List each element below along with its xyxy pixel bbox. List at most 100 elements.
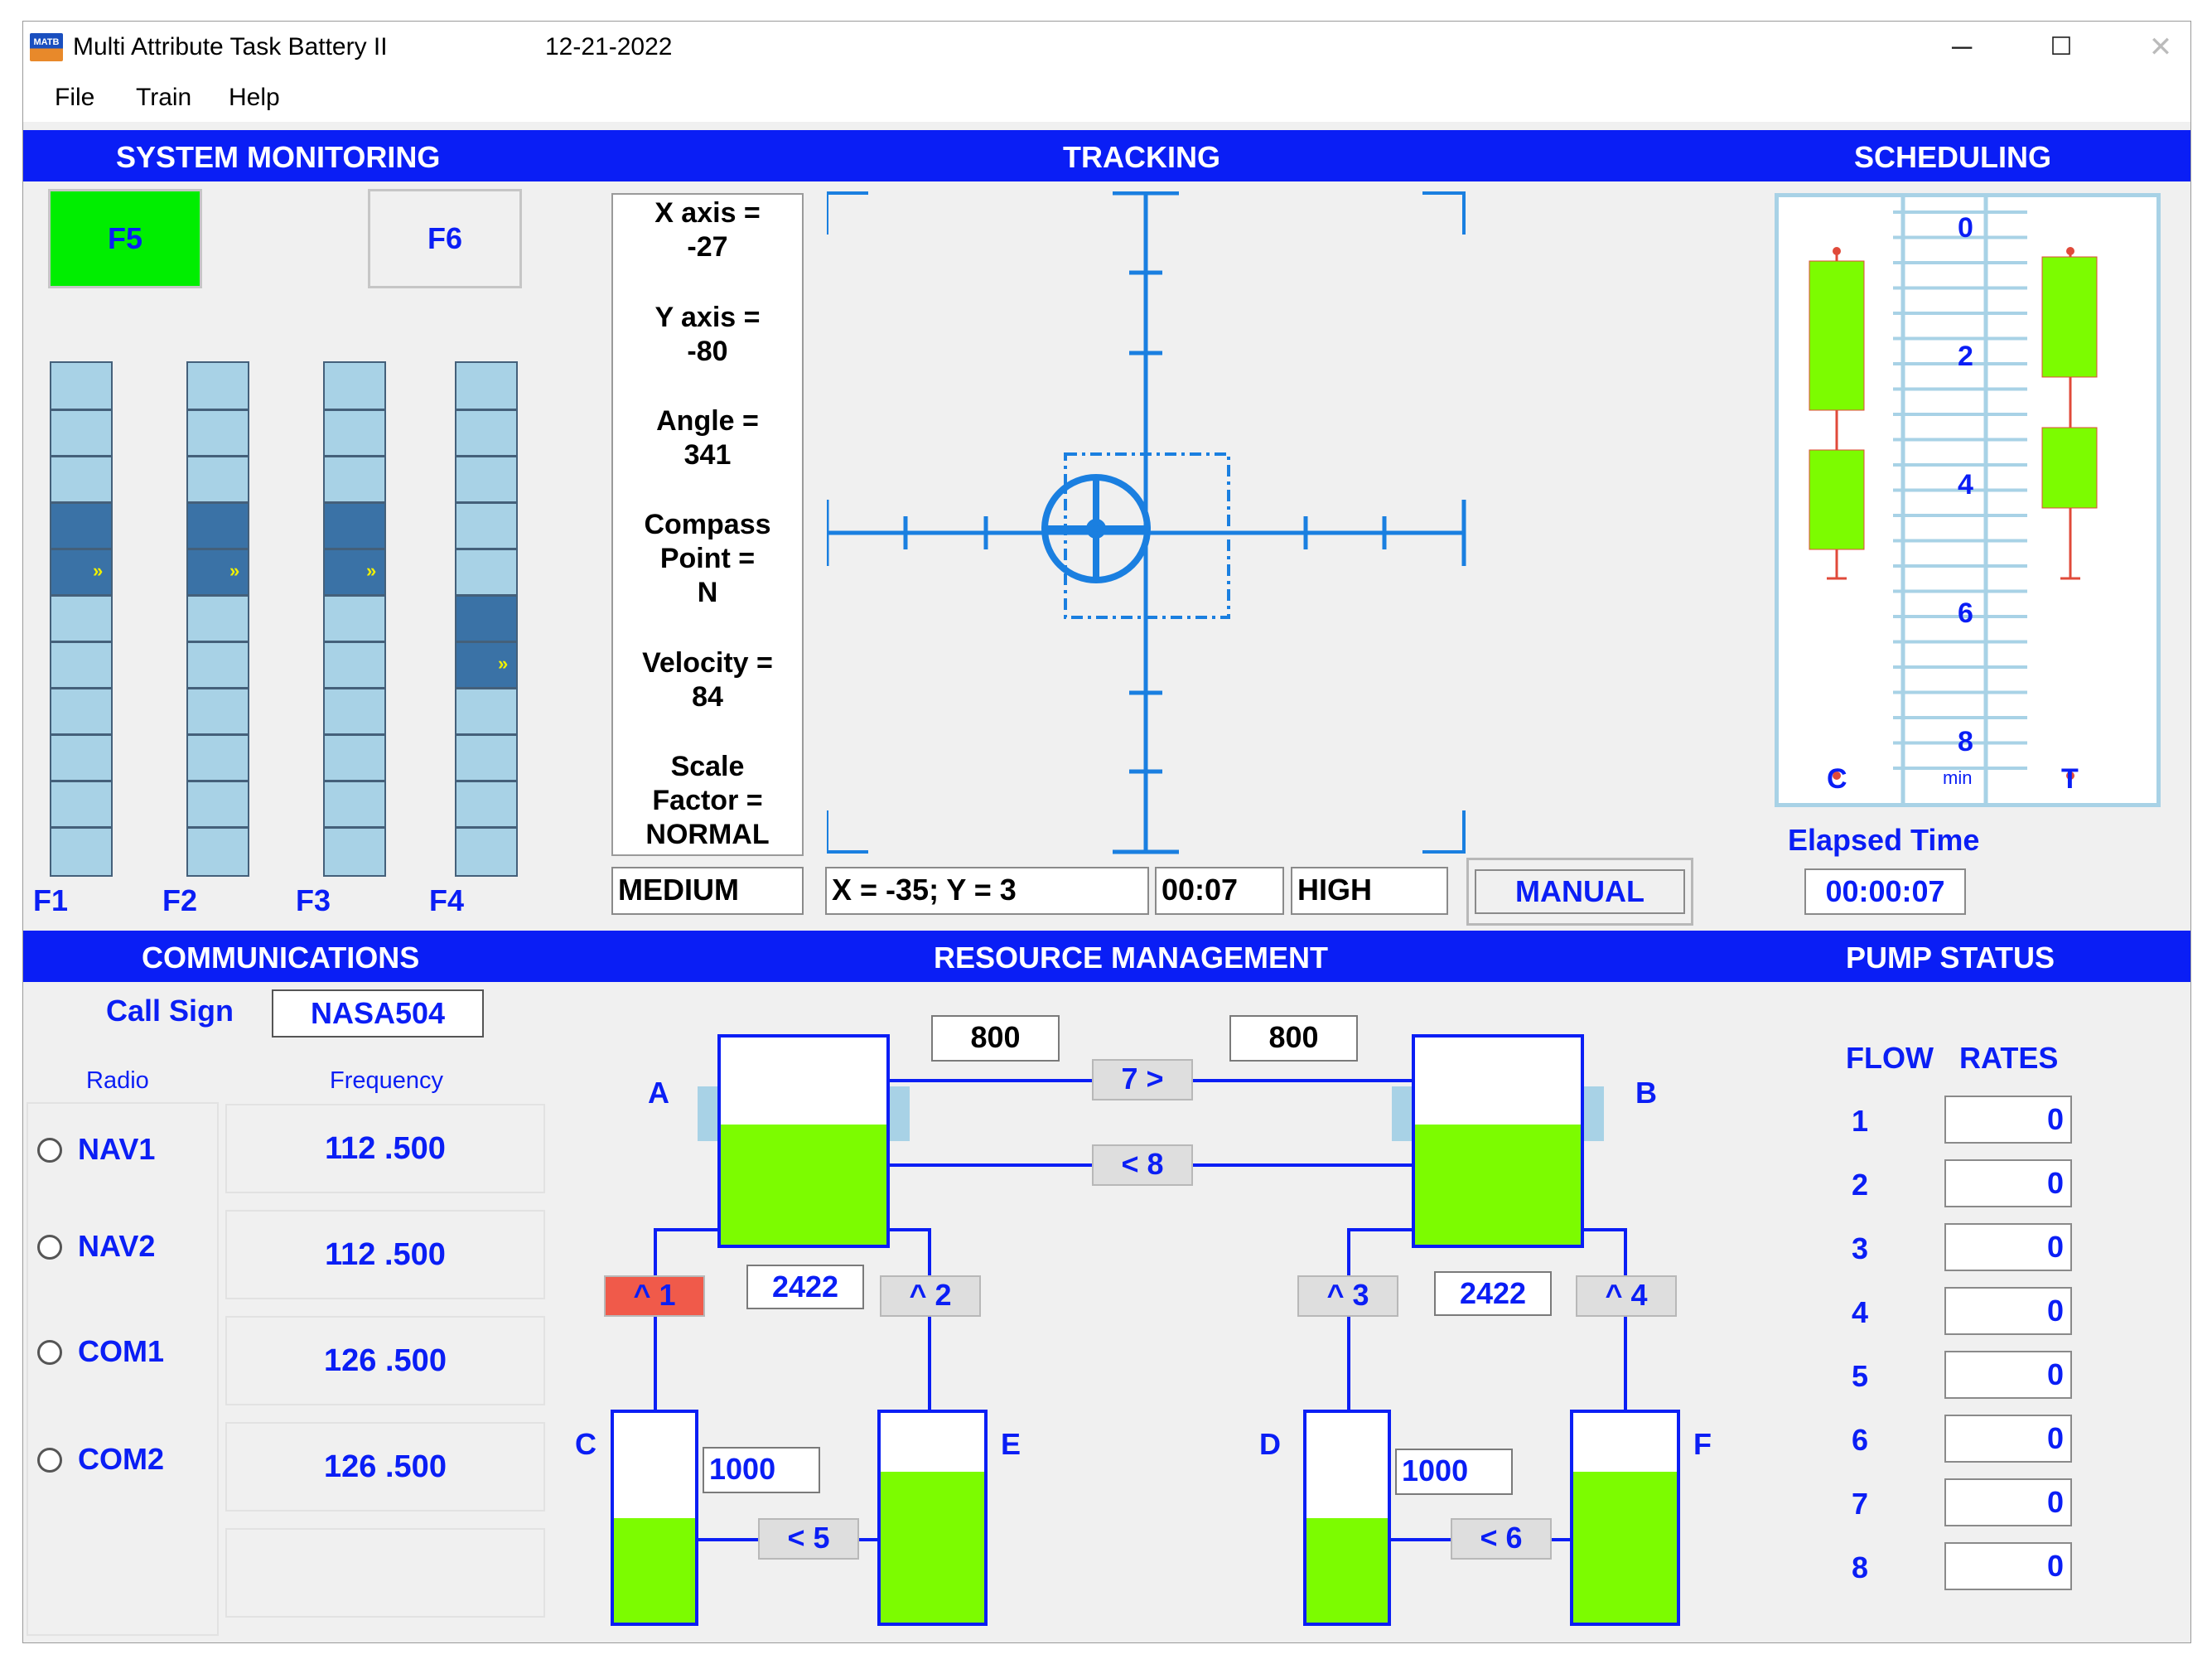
pipe-a-e-elbow — [885, 1228, 931, 1231]
radio-header: Radio — [86, 1067, 149, 1094]
pump-status-title: PUMP STATUS — [1846, 941, 2055, 975]
gauge-divider — [51, 409, 111, 411]
pump-2-button[interactable]: ^ 2 — [880, 1275, 981, 1317]
tank-b-marker-right — [1584, 1086, 1604, 1141]
velocity-label: Velocity = — [642, 647, 773, 679]
channel-com2[interactable]: COM2 — [78, 1442, 165, 1476]
tank-label-c: C — [575, 1427, 596, 1461]
tank-c-value: 1000 — [703, 1447, 820, 1493]
gauge-f4[interactable]: » — [455, 361, 518, 877]
f5-button[interactable]: F5 — [48, 189, 202, 288]
pump-3-button[interactable]: ^ 3 — [1297, 1275, 1398, 1317]
pump-rate-value: 0 — [1944, 1159, 2072, 1207]
flow-label: FLOW — [1846, 1041, 1934, 1075]
velocity-value: 84 — [692, 681, 723, 713]
channel-nav2[interactable]: NAV2 — [78, 1229, 156, 1263]
gauge-f3[interactable]: » — [323, 361, 386, 877]
minimize-button[interactable]: ─ — [1951, 31, 1973, 63]
maximize-button[interactable]: ☐ — [2050, 33, 2073, 60]
gauge-divider — [456, 687, 516, 689]
pump-6-button[interactable]: < 6 — [1451, 1518, 1552, 1560]
pump-rate-value: 0 — [1944, 1351, 2072, 1399]
coordinates-field: X = -35; Y = 3 — [825, 867, 1149, 915]
gauge-divider — [188, 641, 248, 643]
gauge-divider — [456, 733, 516, 736]
menu-help[interactable]: Help — [229, 84, 280, 111]
pump-rate-value: 0 — [1944, 1223, 2072, 1271]
gauge-divider — [188, 501, 248, 504]
pump-5-button[interactable]: < 5 — [758, 1518, 859, 1560]
channel-nav1[interactable]: NAV1 — [78, 1132, 156, 1166]
tank-d-value: 1000 — [1395, 1449, 1513, 1495]
close-button[interactable]: ✕ — [2148, 31, 2173, 63]
x-axis-value: -27 — [687, 231, 728, 263]
menu-file[interactable]: File — [55, 84, 95, 111]
tank-a — [717, 1034, 890, 1248]
gauge-label-f4: F4 — [429, 883, 465, 917]
radio-com2[interactable] — [37, 1448, 62, 1473]
schedule-unit: min — [1943, 767, 1973, 788]
gauge-f1[interactable]: » — [50, 361, 113, 877]
pump-rate-value: 0 — [1944, 1415, 2072, 1463]
system-monitoring-title: SYSTEM MONITORING — [116, 140, 441, 174]
pump-number: 6 — [1852, 1423, 1869, 1457]
gauge-divider — [188, 548, 248, 550]
gauge-divider — [325, 548, 384, 550]
tank-e — [877, 1410, 988, 1626]
pump-7-button[interactable]: 7 > — [1092, 1059, 1193, 1100]
corner-bracket-tr — [1422, 191, 1466, 235]
schedule-label-t: T — [2061, 763, 2079, 795]
menu-train[interactable]: Train — [136, 84, 192, 111]
tracking-display[interactable] — [827, 191, 1498, 863]
gauge-divider — [325, 641, 384, 643]
pipe-b-d — [1347, 1228, 1350, 1432]
gauge-divider — [325, 733, 384, 736]
gauge-label-f3: F3 — [296, 883, 331, 917]
f6-button[interactable]: F6 — [368, 189, 522, 288]
pipe-a-c-elbow — [654, 1228, 730, 1231]
gauge-divider — [51, 594, 111, 597]
tank-d — [1303, 1410, 1391, 1626]
tank-label-a: A — [648, 1076, 669, 1110]
top-header-bar: SYSTEM MONITORING TRACKING SCHEDULING — [23, 130, 2190, 181]
pipe-a-e — [928, 1228, 931, 1432]
radio-com1[interactable] — [37, 1340, 62, 1365]
pump-number: 7 — [1852, 1487, 1869, 1521]
app-window: MATB Multi Attribute Task Battery II 12-… — [22, 21, 2191, 1643]
y-axis-label: Y axis = — [654, 302, 761, 333]
gauge-divider — [51, 548, 111, 550]
radio-list-frame — [27, 1102, 219, 1636]
angle-value: 341 — [683, 439, 732, 471]
target-box — [1064, 452, 1230, 619]
gauge-pointer-icon: » — [93, 560, 104, 581]
pump-4-button[interactable]: ^ 4 — [1576, 1275, 1677, 1317]
pump-rate-value: 0 — [1944, 1096, 2072, 1144]
gauge-divider — [188, 455, 248, 457]
gauge-divider — [51, 780, 111, 782]
gauge-divider — [188, 826, 248, 829]
tank-a-level-value: 2422 — [746, 1265, 864, 1309]
mode-button-frame: MANUAL — [1466, 858, 1693, 926]
gauge-label-f2: F2 — [162, 883, 198, 917]
manual-mode-button[interactable]: MANUAL — [1475, 869, 1685, 914]
radio-nav2[interactable] — [37, 1235, 62, 1260]
tank-a-marker-left — [698, 1086, 717, 1141]
schedule-tick-0: 0 — [1958, 212, 1973, 244]
pump-number: 5 — [1852, 1359, 1869, 1393]
gauge-divider — [325, 780, 384, 782]
resource-management-title: RESOURCE MANAGEMENT — [934, 941, 1329, 975]
channel-com1[interactable]: COM1 — [78, 1334, 165, 1368]
rates-label: RATES — [1959, 1041, 2059, 1075]
pump-rate-value: 0 — [1944, 1478, 2072, 1526]
radio-nav1[interactable] — [37, 1138, 62, 1163]
pump-1-button[interactable]: ^ 1 — [604, 1275, 705, 1317]
pump-8-button[interactable]: < 8 — [1092, 1144, 1193, 1186]
pipe-b-d-elbow — [1347, 1228, 1427, 1231]
pump-number: 8 — [1852, 1550, 1869, 1584]
gauge-f2[interactable]: » — [186, 361, 249, 877]
gauge-divider — [456, 455, 516, 457]
pump-number: 2 — [1852, 1168, 1869, 1202]
gauge-divider — [51, 501, 111, 504]
tank-f-fluid — [1573, 1471, 1677, 1623]
tank-b — [1412, 1034, 1584, 1248]
